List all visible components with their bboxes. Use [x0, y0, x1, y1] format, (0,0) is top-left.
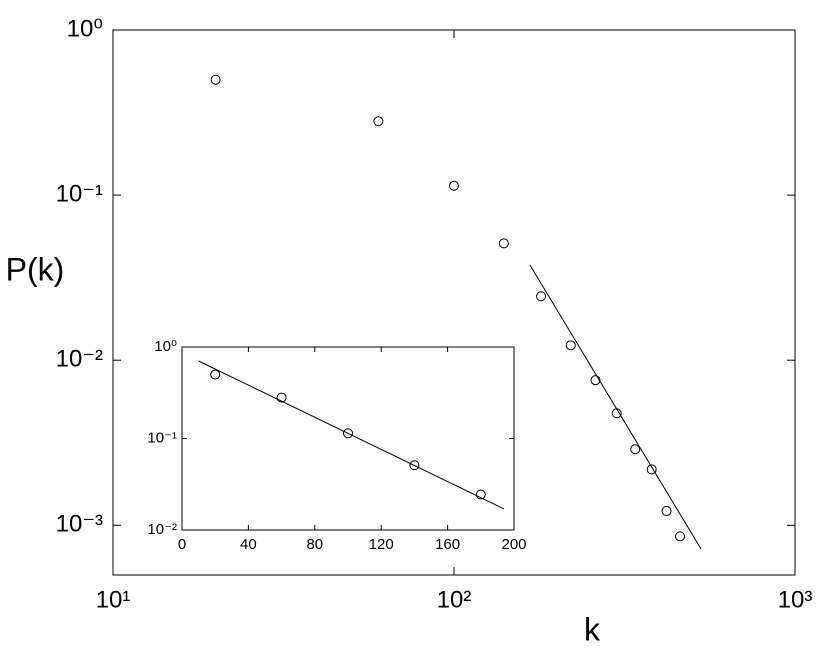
y-tick-label: 10⁰ [67, 15, 103, 42]
fit-line [529, 264, 702, 550]
data-point [210, 74, 221, 85]
y-tick-label: 10⁻¹ [56, 180, 103, 207]
x-tick-label: 0 [178, 536, 186, 553]
plot-frame [181, 346, 515, 531]
data-point [210, 369, 221, 380]
data-point [475, 489, 486, 500]
data-point [498, 238, 509, 249]
y-tick-label: 10⁻¹ [147, 429, 177, 446]
data-point [675, 531, 686, 542]
x-tick-label: 10¹ [96, 586, 131, 613]
x-tick-label: 10³ [778, 586, 813, 613]
data-point [646, 464, 657, 475]
data-point [409, 460, 420, 471]
data-point [276, 392, 287, 403]
y-tick-label: 10⁻² [56, 346, 103, 373]
data-point [536, 291, 547, 302]
y-axis-label: P(k) [6, 251, 65, 287]
fit-line [198, 360, 505, 510]
data-point [590, 375, 601, 386]
data-point [565, 340, 576, 351]
data-point [630, 444, 641, 455]
data-point [449, 180, 459, 191]
y-tick-label: 10⁰ [154, 338, 177, 355]
x-tick-label: 160 [435, 536, 460, 553]
x-tick-label: 120 [369, 536, 394, 553]
data-point [661, 506, 672, 517]
x-tick-label: 80 [306, 536, 323, 553]
x-tick-label: 200 [501, 536, 526, 553]
y-tick-label: 10⁻² [147, 521, 177, 538]
x-tick-label: 10² [437, 586, 472, 613]
x-axis-label: k [584, 611, 601, 647]
data-point [343, 428, 353, 439]
x-tick-label: 40 [240, 536, 257, 553]
y-tick-label: 10⁻³ [56, 511, 103, 538]
data-point [373, 116, 384, 127]
